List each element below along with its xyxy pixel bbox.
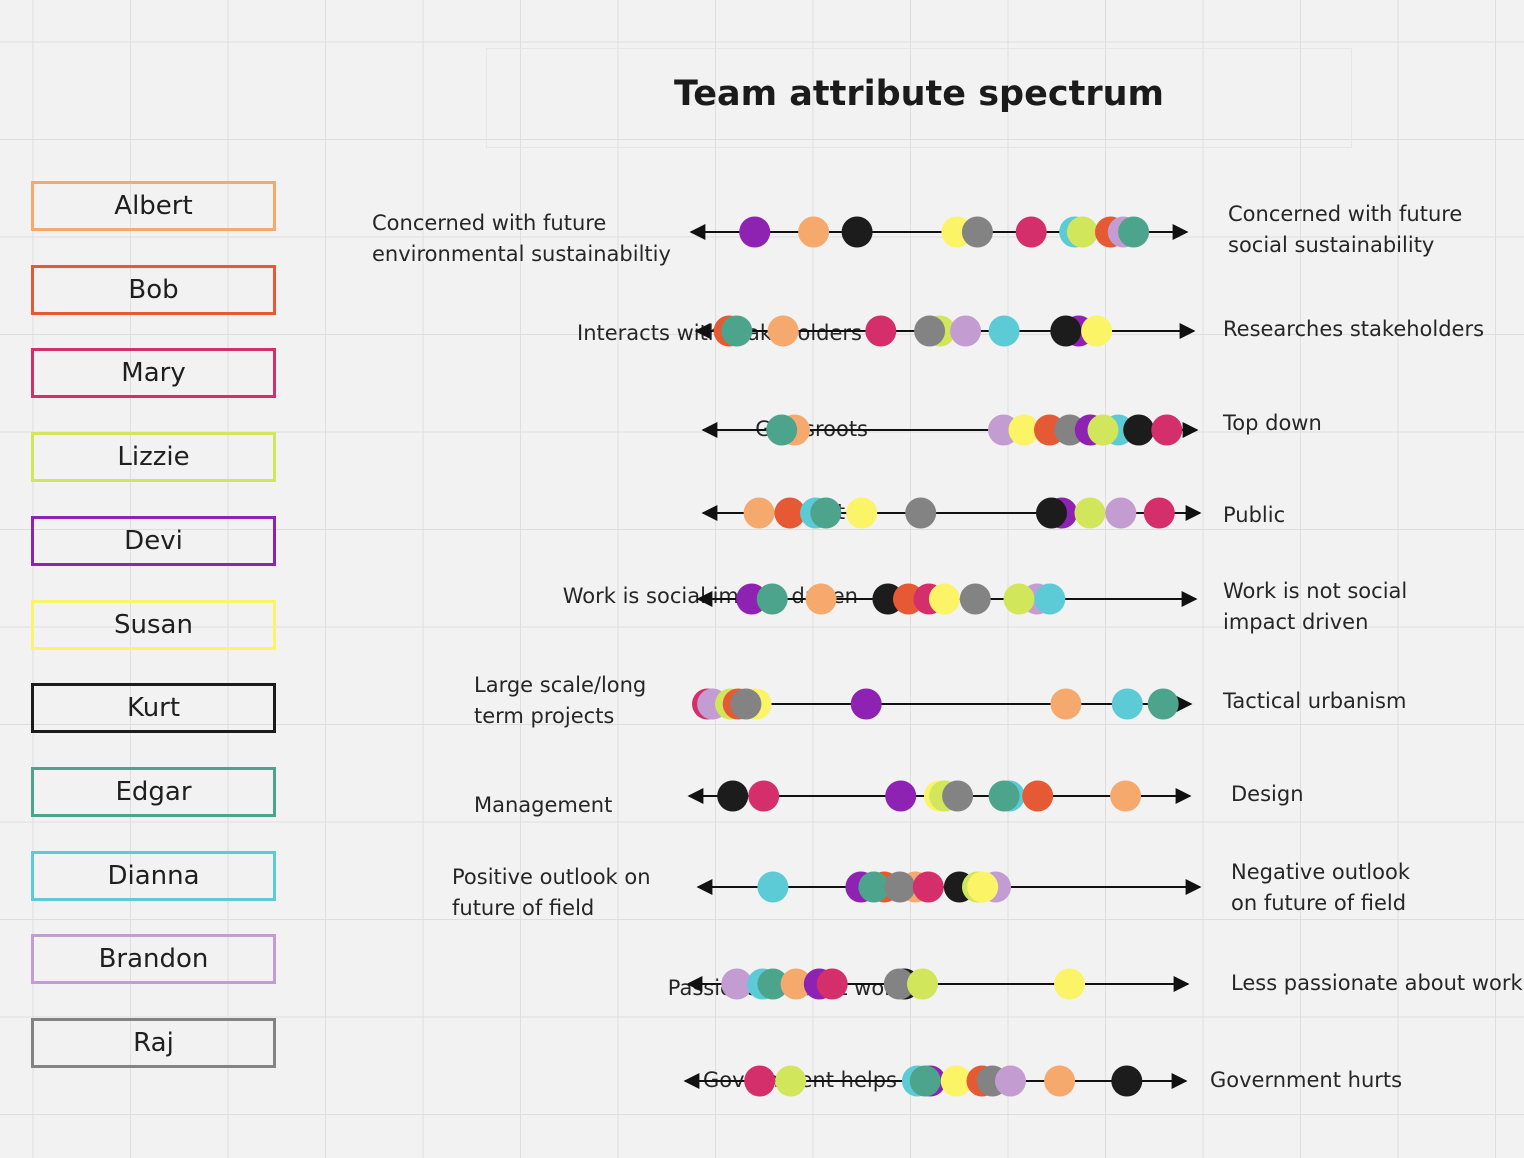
dot-mary[interactable] — [865, 315, 897, 347]
dot-brandon[interactable] — [950, 315, 982, 347]
dot-raj[interactable] — [961, 216, 993, 248]
dot-raj[interactable] — [914, 315, 946, 347]
dot-susan[interactable] — [1054, 968, 1086, 1000]
dot-devi[interactable] — [885, 780, 917, 812]
dot-albert[interactable] — [767, 315, 799, 347]
dot-edgar[interactable] — [858, 871, 890, 903]
dot-albert[interactable] — [1044, 1065, 1076, 1097]
dot-raj[interactable] — [883, 968, 915, 1000]
dot-edgar[interactable] — [1118, 216, 1150, 248]
spectrum-left-label: Positive outlook on future of field — [452, 865, 651, 920]
dot-edgar[interactable] — [909, 1065, 941, 1097]
spectrum-right-label: Public — [1223, 503, 1286, 527]
dot-edgar[interactable] — [757, 968, 789, 1000]
dot-albert[interactable] — [780, 968, 812, 1000]
dot-kurt[interactable] — [717, 780, 749, 812]
spectrum-right-label: Researches stakeholders — [1223, 317, 1485, 341]
dot-albert[interactable] — [1110, 780, 1142, 812]
dot-mary[interactable] — [1151, 414, 1183, 446]
dot-albert[interactable] — [1050, 688, 1082, 720]
legend-item-albert: Albert — [31, 181, 276, 231]
dot-edgar[interactable] — [766, 414, 798, 446]
dot-mary[interactable] — [1015, 216, 1047, 248]
spectrum-right-label: Concerned with future social sustainabili… — [1228, 202, 1463, 257]
dot-kurt[interactable] — [1050, 315, 1082, 347]
legend-item-dianna: Dianna — [31, 850, 276, 901]
dot-albert[interactable] — [798, 216, 830, 248]
dot-mary[interactable] — [748, 780, 780, 812]
dot-brandon[interactable] — [721, 968, 753, 1000]
dot-susan[interactable] — [967, 871, 999, 903]
dot-lizzie[interactable] — [1066, 216, 1098, 248]
legend-item-raj: Raj — [31, 1018, 276, 1068]
dot-mary[interactable] — [816, 968, 848, 1000]
spectrum-left-label: Large scale/long term projects — [474, 673, 647, 728]
dot-susan[interactable] — [940, 1065, 972, 1097]
dot-albert[interactable] — [743, 497, 775, 529]
dot-brandon[interactable] — [995, 1065, 1026, 1097]
legend-item-bob: Bob — [31, 264, 276, 315]
spectrum-right-label: Less passionate about work — [1231, 971, 1523, 995]
spectrum-right-label: Government hurts — [1210, 1068, 1403, 1092]
title-frame — [486, 48, 1352, 148]
legend-item-kurt: Kurt — [31, 683, 276, 734]
spectrum-right-label: Top down — [1223, 411, 1322, 435]
spectrum-right-label: Tactical urbanism — [1223, 689, 1407, 713]
dot-susan[interactable] — [928, 583, 960, 615]
dot-devi[interactable] — [850, 688, 882, 720]
dot-susan[interactable] — [1008, 414, 1040, 446]
dot-raj[interactable] — [730, 688, 762, 720]
dot-edgar[interactable] — [988, 780, 1020, 812]
dot-lizzie[interactable] — [1087, 414, 1119, 446]
dot-mary[interactable] — [744, 1065, 776, 1097]
dot-kurt[interactable] — [1123, 414, 1155, 446]
dot-kurt[interactable] — [1036, 497, 1067, 529]
dot-brandon[interactable] — [1105, 497, 1137, 529]
dot-lizzie[interactable] — [775, 1065, 807, 1097]
dot-albert[interactable] — [805, 583, 837, 615]
dot-lizzie[interactable] — [1003, 583, 1035, 615]
dot-dianna[interactable] — [757, 871, 789, 903]
dot-raj[interactable] — [959, 583, 991, 615]
spectrum-right-label: Design — [1231, 782, 1304, 806]
dot-mary[interactable] — [1143, 497, 1175, 529]
dot-kurt[interactable] — [841, 216, 873, 248]
page-title: Team attribute spectrum — [674, 74, 1164, 114]
dot-mary[interactable] — [912, 871, 944, 903]
dot-dianna[interactable] — [1034, 583, 1066, 615]
dot-susan[interactable] — [1081, 315, 1113, 347]
dot-lizzie[interactable] — [1074, 497, 1106, 529]
spectrum-left-label: Concerned with future environmental susta… — [372, 211, 671, 266]
legend-item-devi: Devi — [31, 515, 276, 566]
dot-dianna[interactable] — [1111, 688, 1143, 720]
dot-raj[interactable] — [884, 871, 916, 903]
dot-raj[interactable] — [905, 497, 937, 529]
dot-susan[interactable] — [846, 497, 878, 529]
legend-item-lizzie: Lizzie — [31, 432, 276, 483]
dot-edgar[interactable] — [721, 315, 753, 347]
legend-item-edgar: Edgar — [31, 766, 276, 817]
dot-devi[interactable] — [739, 216, 771, 248]
dot-raj[interactable] — [942, 780, 974, 812]
legend-item-mary: Mary — [31, 348, 276, 399]
dot-kurt[interactable] — [1111, 1065, 1143, 1097]
legend-item-susan: Susan — [31, 599, 276, 650]
spectrum-left-label: Management — [474, 793, 613, 817]
dot-edgar[interactable] — [756, 583, 788, 615]
dot-edgar[interactable] — [810, 497, 842, 529]
dot-edgar[interactable] — [1147, 688, 1179, 720]
spectrum-right-label: Work is not social impact driven — [1223, 579, 1408, 634]
legend-item-brandon: Brandon — [31, 934, 276, 985]
spectrum-right-label: Negative outlook on future of field — [1231, 860, 1411, 915]
dot-bob[interactable] — [774, 497, 806, 529]
dot-dianna[interactable] — [988, 315, 1020, 347]
dot-lizzie[interactable] — [907, 968, 938, 1000]
dot-bob[interactable] — [1022, 780, 1054, 812]
